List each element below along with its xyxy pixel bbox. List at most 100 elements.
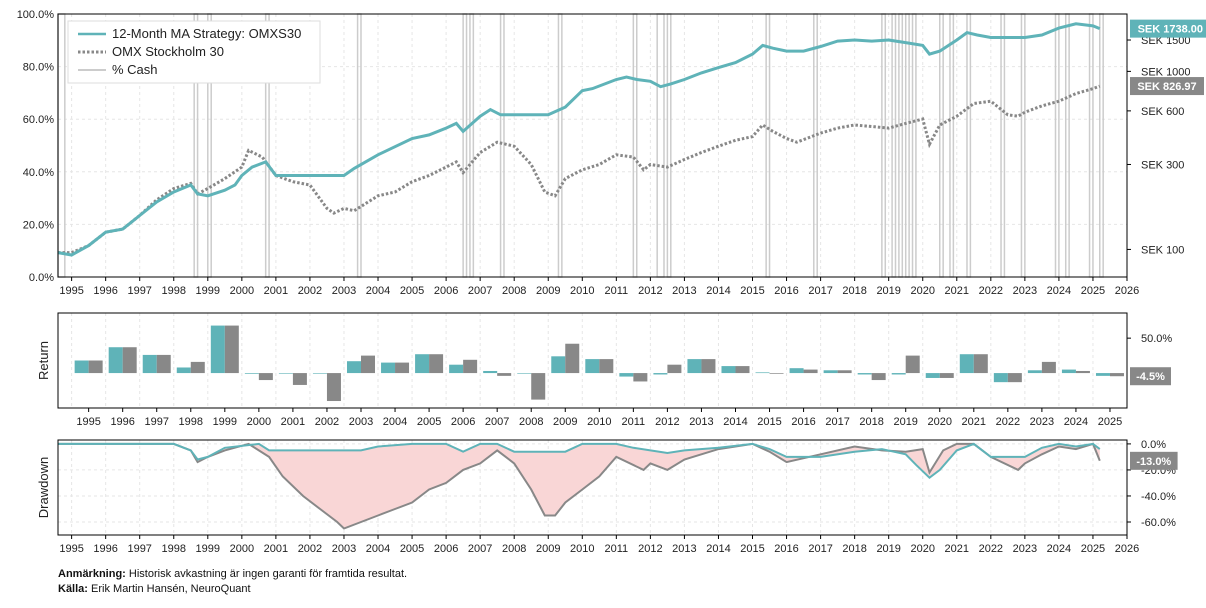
cash-period-band [557, 13, 563, 278]
x-tick-label: 2015 [740, 285, 764, 297]
return-bar-strategy-2017 [823, 370, 838, 374]
x-tick-label: 2003 [332, 543, 356, 555]
x-tick-label: 2024 [1047, 543, 1071, 555]
return-bar-omxs30-2000 [258, 373, 273, 381]
left-y-tick-label: 100.0% [17, 9, 55, 21]
strategy-drawdown-line [58, 442, 1101, 480]
x-tick-label: 1996 [93, 543, 117, 555]
cash-period-band [949, 13, 955, 278]
x-tick-label: 2014 [723, 416, 747, 428]
return-bar-strategy-2025 [1095, 373, 1110, 376]
drawdown-end-label: -13.0% [1136, 456, 1171, 468]
return-bar-omxs30-2015 [769, 373, 784, 374]
returns-y-axis-title: Return [36, 341, 51, 380]
right-y-tick-label: SEK 600 [1141, 106, 1184, 118]
return-bar-strategy-2012 [653, 373, 668, 375]
x-tick-label: 2005 [417, 416, 441, 428]
drawdown-end-label-bg [1130, 451, 1178, 470]
cash-period-band [891, 13, 897, 278]
x-tick-label: 2012 [638, 543, 662, 555]
cash-period-band [469, 13, 475, 278]
cash-period-band [356, 13, 362, 278]
x-tick-label: 1997 [127, 543, 151, 555]
cash-period-band [939, 13, 944, 278]
x-tick-label: 2025 [1081, 285, 1105, 297]
x-tick-label: 2019 [876, 543, 900, 555]
x-tick-label: 1999 [196, 285, 220, 297]
x-tick-label: 2013 [672, 285, 696, 297]
return-bar-omxs30-2006 [463, 359, 478, 374]
right-y-tick-label: SEK 100 [1141, 244, 1184, 256]
x-tick-label: 1998 [162, 543, 186, 555]
x-tick-label: 2008 [502, 543, 526, 555]
x-tick-label: 2005 [400, 543, 424, 555]
omxs30-end-label: SEK 826.97 [1137, 81, 1196, 93]
x-tick-label: 2004 [383, 416, 407, 428]
return-bar-strategy-2016 [789, 368, 804, 374]
return-bar-omxs30-1999 [224, 325, 239, 374]
x-tick-label: 2009 [553, 416, 577, 428]
x-tick-label: 2010 [587, 416, 611, 428]
x-tick-label: 2022 [979, 543, 1003, 555]
return-bar-strategy-2011 [619, 373, 634, 377]
cash-period-band [765, 13, 771, 278]
x-tick-label: 2025 [1081, 543, 1105, 555]
return-bar-strategy-1999 [210, 325, 225, 374]
x-tick-label: 2014 [706, 285, 730, 297]
return-bar-omxs30-2016 [803, 369, 818, 374]
x-tick-label: 2000 [247, 416, 271, 428]
return-bar-omxs30-2022 [1007, 373, 1022, 383]
x-tick-label: 2004 [366, 543, 390, 555]
x-tick-label: 2024 [1064, 416, 1088, 428]
cash-period-band [1000, 13, 1006, 278]
x-tick-label: 2013 [689, 416, 713, 428]
x-tick-label: 1997 [127, 285, 151, 297]
x-tick-label: 2017 [808, 543, 832, 555]
x-tick-label: 2010 [570, 543, 594, 555]
x-tick-label: 2011 [605, 543, 629, 555]
drawdown-gap-area [58, 443, 1100, 529]
strategy-end-label-bg [1130, 19, 1206, 38]
x-tick-label: 1997 [144, 416, 168, 428]
footnote-source-text: Erik Martin Hansén, NeuroQuant [91, 583, 251, 595]
footnote-source-label: Källa: [58, 583, 88, 595]
return-bar-omxs30-2020 [939, 373, 954, 378]
x-tick-label: 2002 [298, 285, 322, 297]
strategy-end-label: SEK 1738.00 [1138, 24, 1203, 36]
cash-period-band [1054, 13, 1060, 278]
equity-frame [57, 13, 1128, 278]
legend-label-cash: % Cash [112, 62, 158, 77]
return-bar-omxs30-2009 [565, 343, 580, 374]
x-tick-label: 2018 [842, 285, 866, 297]
return-bar-strategy-2018 [857, 373, 872, 375]
return-bar-omxs30-2002 [326, 373, 341, 402]
x-tick-label: 2015 [740, 543, 764, 555]
footnote-note-label: Anmärkning: [58, 568, 126, 580]
x-tick-label: 2023 [1013, 285, 1037, 297]
return-bar-omxs30-2007 [497, 373, 512, 376]
returns-panel: 50.0% -4.5% Return 1995 1996 1997 1998 1999 2000… [36, 312, 1172, 428]
x-tick-label: 2007 [485, 416, 509, 428]
returns-end-label-bg [1130, 367, 1171, 386]
x-tick-label: 2014 [706, 543, 730, 555]
return-bar-strategy-2002 [312, 373, 327, 374]
x-tick-label: 1998 [162, 285, 186, 297]
chart-canvas: 0.0% 20.0% 40.0% 60.0% 80.0% 100.0% SEK 100 SEK… [17, 9, 1206, 555]
footnote-disclaimer: Anmärkning: Historisk avkastning är inge… [58, 568, 407, 580]
x-tick-label: 2023 [1013, 543, 1037, 555]
x-tick-label: 2026 [1115, 543, 1139, 555]
return-bar-omxs30-2021 [973, 354, 988, 374]
x-tick-label: 2010 [570, 285, 594, 297]
return-bar-strategy-2013 [687, 359, 702, 374]
cash-period-band [1088, 13, 1094, 278]
x-tick-label: 2016 [774, 285, 798, 297]
cash-period-band [1099, 13, 1104, 278]
x-tick-label: 2013 [672, 543, 696, 555]
x-tick-label: 1995 [59, 543, 83, 555]
return-bar-omxs30-2004 [395, 362, 410, 374]
x-tick-label: 2020 [928, 416, 952, 428]
return-bar-omxs30-2023 [1041, 361, 1056, 374]
left-y-tick-label: 0.0% [29, 272, 54, 284]
x-tick-label: 2022 [996, 416, 1020, 428]
cash-period-band [911, 13, 917, 278]
